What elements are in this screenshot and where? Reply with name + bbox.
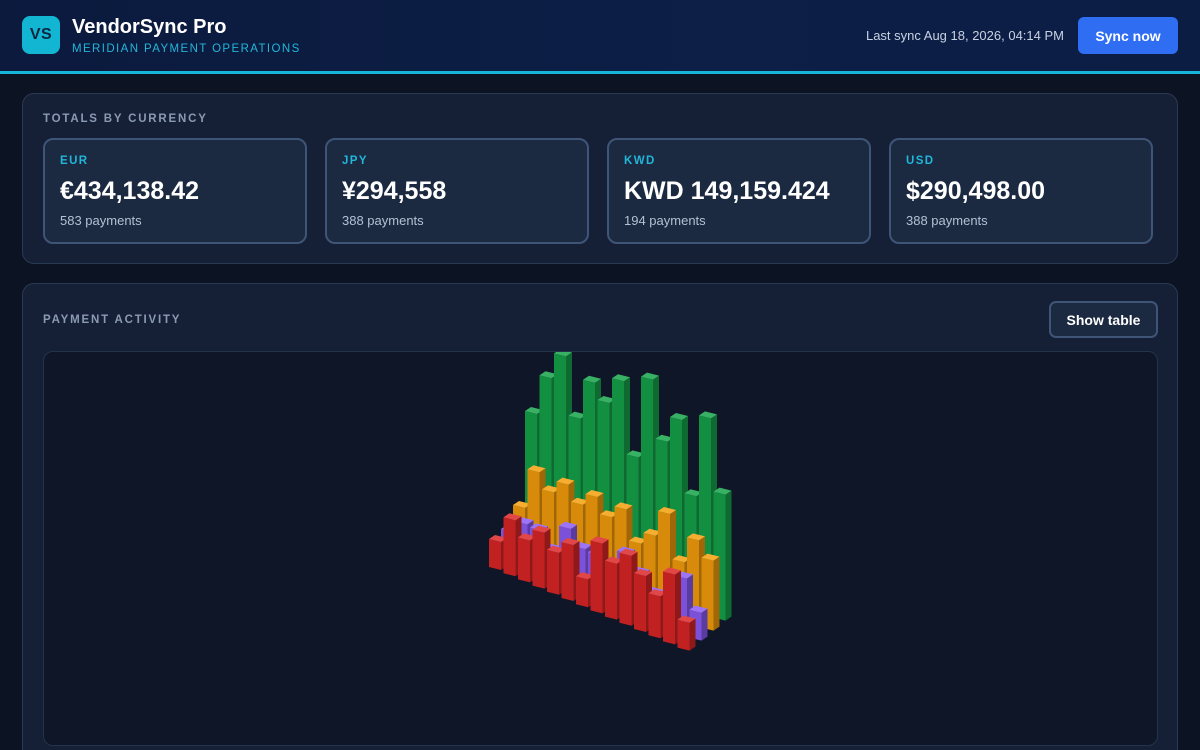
currency-card-usd: USD $290,498.00 388 payments	[889, 138, 1153, 244]
totals-heading: TOTALS BY CURRENCY	[43, 113, 208, 125]
currency-code: JPY	[342, 155, 368, 167]
header-accent-rule	[0, 71, 1200, 74]
payment-count: 194 payments	[624, 213, 706, 228]
app-logo: VS	[22, 16, 60, 54]
currency-card-kwd: KWD KWD 149,159.424 194 payments	[607, 138, 871, 244]
activity-3d-bar-chart[interactable]	[44, 352, 1158, 746]
activity-heading: PAYMENT ACTIVITY	[43, 314, 182, 326]
currency-amount: KWD 149,159.424	[624, 177, 830, 205]
show-table-button[interactable]: Show table	[1049, 301, 1158, 338]
currency-amount: €434,138.42	[60, 177, 200, 205]
payment-activity-panel: PAYMENT ACTIVITY Show table	[22, 283, 1178, 750]
app-title: VendorSync Pro	[72, 16, 227, 38]
app-subtitle: MERIDIAN PAYMENT OPERATIONS	[72, 43, 301, 55]
currency-card-jpy: JPY ¥294,558 388 payments	[325, 138, 589, 244]
sync-now-button[interactable]: Sync now	[1078, 17, 1178, 54]
payment-count: 388 payments	[906, 213, 988, 228]
currency-amount: $290,498.00	[906, 177, 1046, 205]
app-header: VS VendorSync Pro MERIDIAN PAYMENT OPERA…	[0, 0, 1200, 72]
currency-code: KWD	[624, 155, 656, 167]
currency-amount: ¥294,558	[342, 177, 447, 205]
activity-chart-frame[interactable]	[43, 351, 1158, 746]
chart-bar	[561, 538, 580, 601]
payment-count: 583 payments	[60, 213, 142, 228]
totals-panel: TOTALS BY CURRENCY EUR €434,138.42 583 p…	[22, 93, 1178, 264]
currency-card-eur: EUR €434,138.42 583 payments	[43, 138, 307, 244]
currency-cards: EUR €434,138.42 583 payments JPY ¥294,55…	[43, 138, 1153, 244]
chart-bar	[677, 615, 696, 651]
currency-code: EUR	[60, 155, 89, 167]
last-sync-status: Last sync Aug 18, 2026, 04:14 PM	[865, 28, 1064, 43]
currency-code: USD	[906, 155, 935, 167]
payment-count: 388 payments	[342, 213, 424, 228]
